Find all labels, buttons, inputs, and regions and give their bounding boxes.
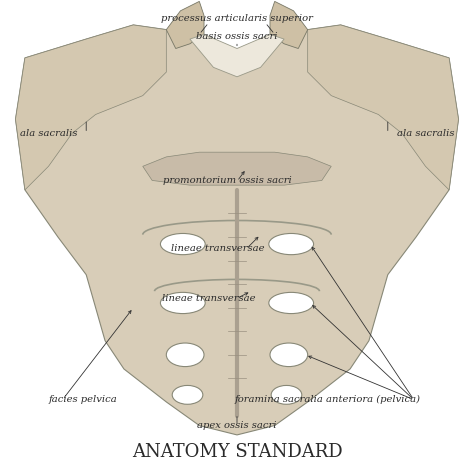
Ellipse shape	[270, 343, 308, 366]
Ellipse shape	[172, 385, 203, 404]
Text: foramina sacralia anteriora (pelvica): foramina sacralia anteriora (pelvica)	[235, 395, 421, 404]
Polygon shape	[166, 1, 204, 48]
Text: facies pelvica: facies pelvica	[48, 395, 117, 404]
Ellipse shape	[271, 385, 302, 404]
Text: processus articularis superior: processus articularis superior	[161, 14, 313, 23]
Text: apex ossis sacri: apex ossis sacri	[197, 421, 277, 430]
Text: basis ossis sacri: basis ossis sacri	[196, 32, 278, 41]
Text: ANATOMY STANDARD: ANATOMY STANDARD	[132, 443, 342, 461]
Polygon shape	[143, 152, 331, 185]
Text: promontorium ossis sacri: promontorium ossis sacri	[163, 176, 292, 185]
Ellipse shape	[269, 234, 314, 255]
Polygon shape	[16, 25, 458, 435]
Ellipse shape	[269, 292, 314, 314]
Text: ala sacralis: ala sacralis	[20, 129, 77, 138]
Ellipse shape	[160, 234, 205, 255]
Polygon shape	[308, 25, 458, 190]
Ellipse shape	[160, 292, 205, 314]
Polygon shape	[16, 25, 166, 190]
Polygon shape	[190, 35, 284, 77]
Ellipse shape	[166, 343, 204, 366]
Text: ala sacralis: ala sacralis	[397, 129, 454, 138]
Polygon shape	[270, 1, 308, 48]
Text: lineae transversae: lineae transversae	[172, 244, 265, 253]
Text: lineae transversae: lineae transversae	[162, 294, 255, 303]
